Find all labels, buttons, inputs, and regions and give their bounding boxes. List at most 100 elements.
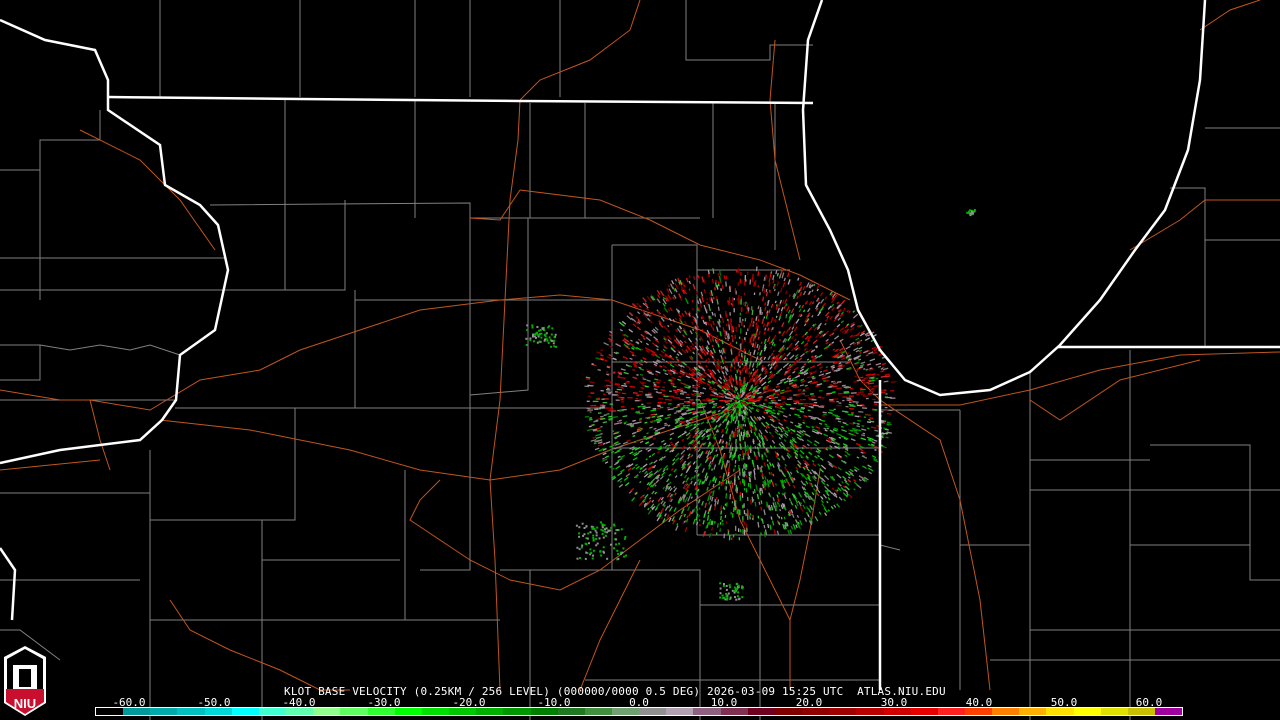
velocity-echo xyxy=(659,446,665,451)
velocity-echo xyxy=(660,516,663,520)
velocity-echo xyxy=(793,344,799,350)
velocity-echo xyxy=(846,492,849,496)
velocity-echo xyxy=(822,374,827,378)
velocity-echo xyxy=(816,383,823,386)
velocity-echo xyxy=(701,328,705,333)
velocity-echo xyxy=(843,498,846,502)
velocity-echo xyxy=(666,288,670,293)
velocity-echo xyxy=(771,362,775,366)
colorbar-swatch xyxy=(639,708,667,715)
velocity-echo xyxy=(799,314,803,318)
velocity-echo xyxy=(866,421,872,424)
velocity-echo xyxy=(806,473,811,478)
colorbar-swatch xyxy=(747,708,775,715)
velocity-echo xyxy=(708,427,714,433)
velocity-echo xyxy=(836,380,842,384)
velocity-echo xyxy=(615,529,618,531)
velocity-echo xyxy=(784,390,790,393)
velocity-echo xyxy=(848,494,853,499)
velocity-echo xyxy=(725,331,728,336)
velocity-echo xyxy=(847,413,853,416)
velocity-echo xyxy=(781,378,787,382)
velocity-echo xyxy=(778,515,781,519)
velocity-echo xyxy=(768,289,771,293)
velocity-echo xyxy=(543,339,546,342)
velocity-echo xyxy=(673,406,678,409)
velocity-echo xyxy=(890,380,897,384)
velocity-echo xyxy=(753,373,757,377)
velocity-echo xyxy=(639,340,643,343)
velocity-echo xyxy=(834,489,838,493)
velocity-echo xyxy=(797,521,800,525)
velocity-echo xyxy=(677,417,684,421)
velocity-echo xyxy=(616,388,622,391)
velocity-echo xyxy=(682,498,685,502)
velocity-echo xyxy=(662,344,669,350)
velocity-echo xyxy=(618,542,621,545)
velocity-echo xyxy=(632,323,637,328)
highway xyxy=(159,399,761,481)
velocity-echo xyxy=(548,325,551,328)
velocity-echo xyxy=(782,523,786,530)
velocity-echo xyxy=(726,335,729,341)
velocity-echo xyxy=(639,467,642,470)
velocity-echo xyxy=(716,430,720,433)
velocity-echo xyxy=(720,515,722,521)
velocity-echo xyxy=(781,346,786,352)
velocity-echo xyxy=(826,446,832,451)
velocity-echo xyxy=(756,446,760,451)
velocity-echo xyxy=(781,272,785,279)
velocity-echo xyxy=(684,487,688,491)
velocity-echo xyxy=(529,337,532,340)
velocity-echo xyxy=(753,281,756,287)
velocity-echo xyxy=(745,445,748,451)
velocity-echo xyxy=(535,336,537,339)
velocity-echo xyxy=(781,445,786,451)
velocity-echo xyxy=(791,476,795,482)
velocity-echo xyxy=(802,309,806,313)
velocity-echo xyxy=(681,361,687,366)
velocity-echo xyxy=(683,340,687,344)
velocity-echo xyxy=(711,411,716,415)
velocity-echo xyxy=(760,467,763,473)
velocity-echo xyxy=(628,342,635,347)
velocity-echo xyxy=(869,367,873,370)
velocity-echo xyxy=(613,547,615,550)
velocity-echo xyxy=(868,351,874,355)
velocity-echo xyxy=(662,296,666,300)
highway xyxy=(1199,0,1261,31)
velocity-echo xyxy=(801,486,805,491)
velocity-echo xyxy=(645,313,649,317)
velocity-echo xyxy=(705,332,709,338)
velocity-echo xyxy=(690,496,693,499)
velocity-echo xyxy=(632,361,638,365)
velocity-echo xyxy=(764,274,767,281)
velocity-echo xyxy=(674,475,678,479)
velocity-echo xyxy=(595,436,602,440)
velocity-echo xyxy=(774,354,780,360)
velocity-echo xyxy=(724,356,727,359)
velocity-echo xyxy=(705,359,709,364)
velocity-echo xyxy=(820,496,824,500)
velocity-echo xyxy=(750,317,753,324)
velocity-echo xyxy=(701,315,705,320)
velocity-echo xyxy=(715,429,719,433)
velocity-echo xyxy=(548,336,551,339)
velocity-echo xyxy=(727,405,732,411)
county-border xyxy=(150,408,296,521)
velocity-echo xyxy=(695,458,699,463)
velocity-echo xyxy=(790,445,795,450)
velocity-echo xyxy=(674,371,678,375)
velocity-echo xyxy=(680,408,684,411)
velocity-echo xyxy=(576,546,579,549)
velocity-echo xyxy=(697,473,700,477)
velocity-echo xyxy=(702,480,706,484)
velocity-echo xyxy=(750,394,755,398)
velocity-echo xyxy=(777,467,781,472)
velocity-echo xyxy=(774,300,777,304)
velocity-echo xyxy=(653,470,659,475)
velocity-echo xyxy=(802,419,806,422)
velocity-echo xyxy=(711,335,714,340)
highway xyxy=(519,189,851,301)
